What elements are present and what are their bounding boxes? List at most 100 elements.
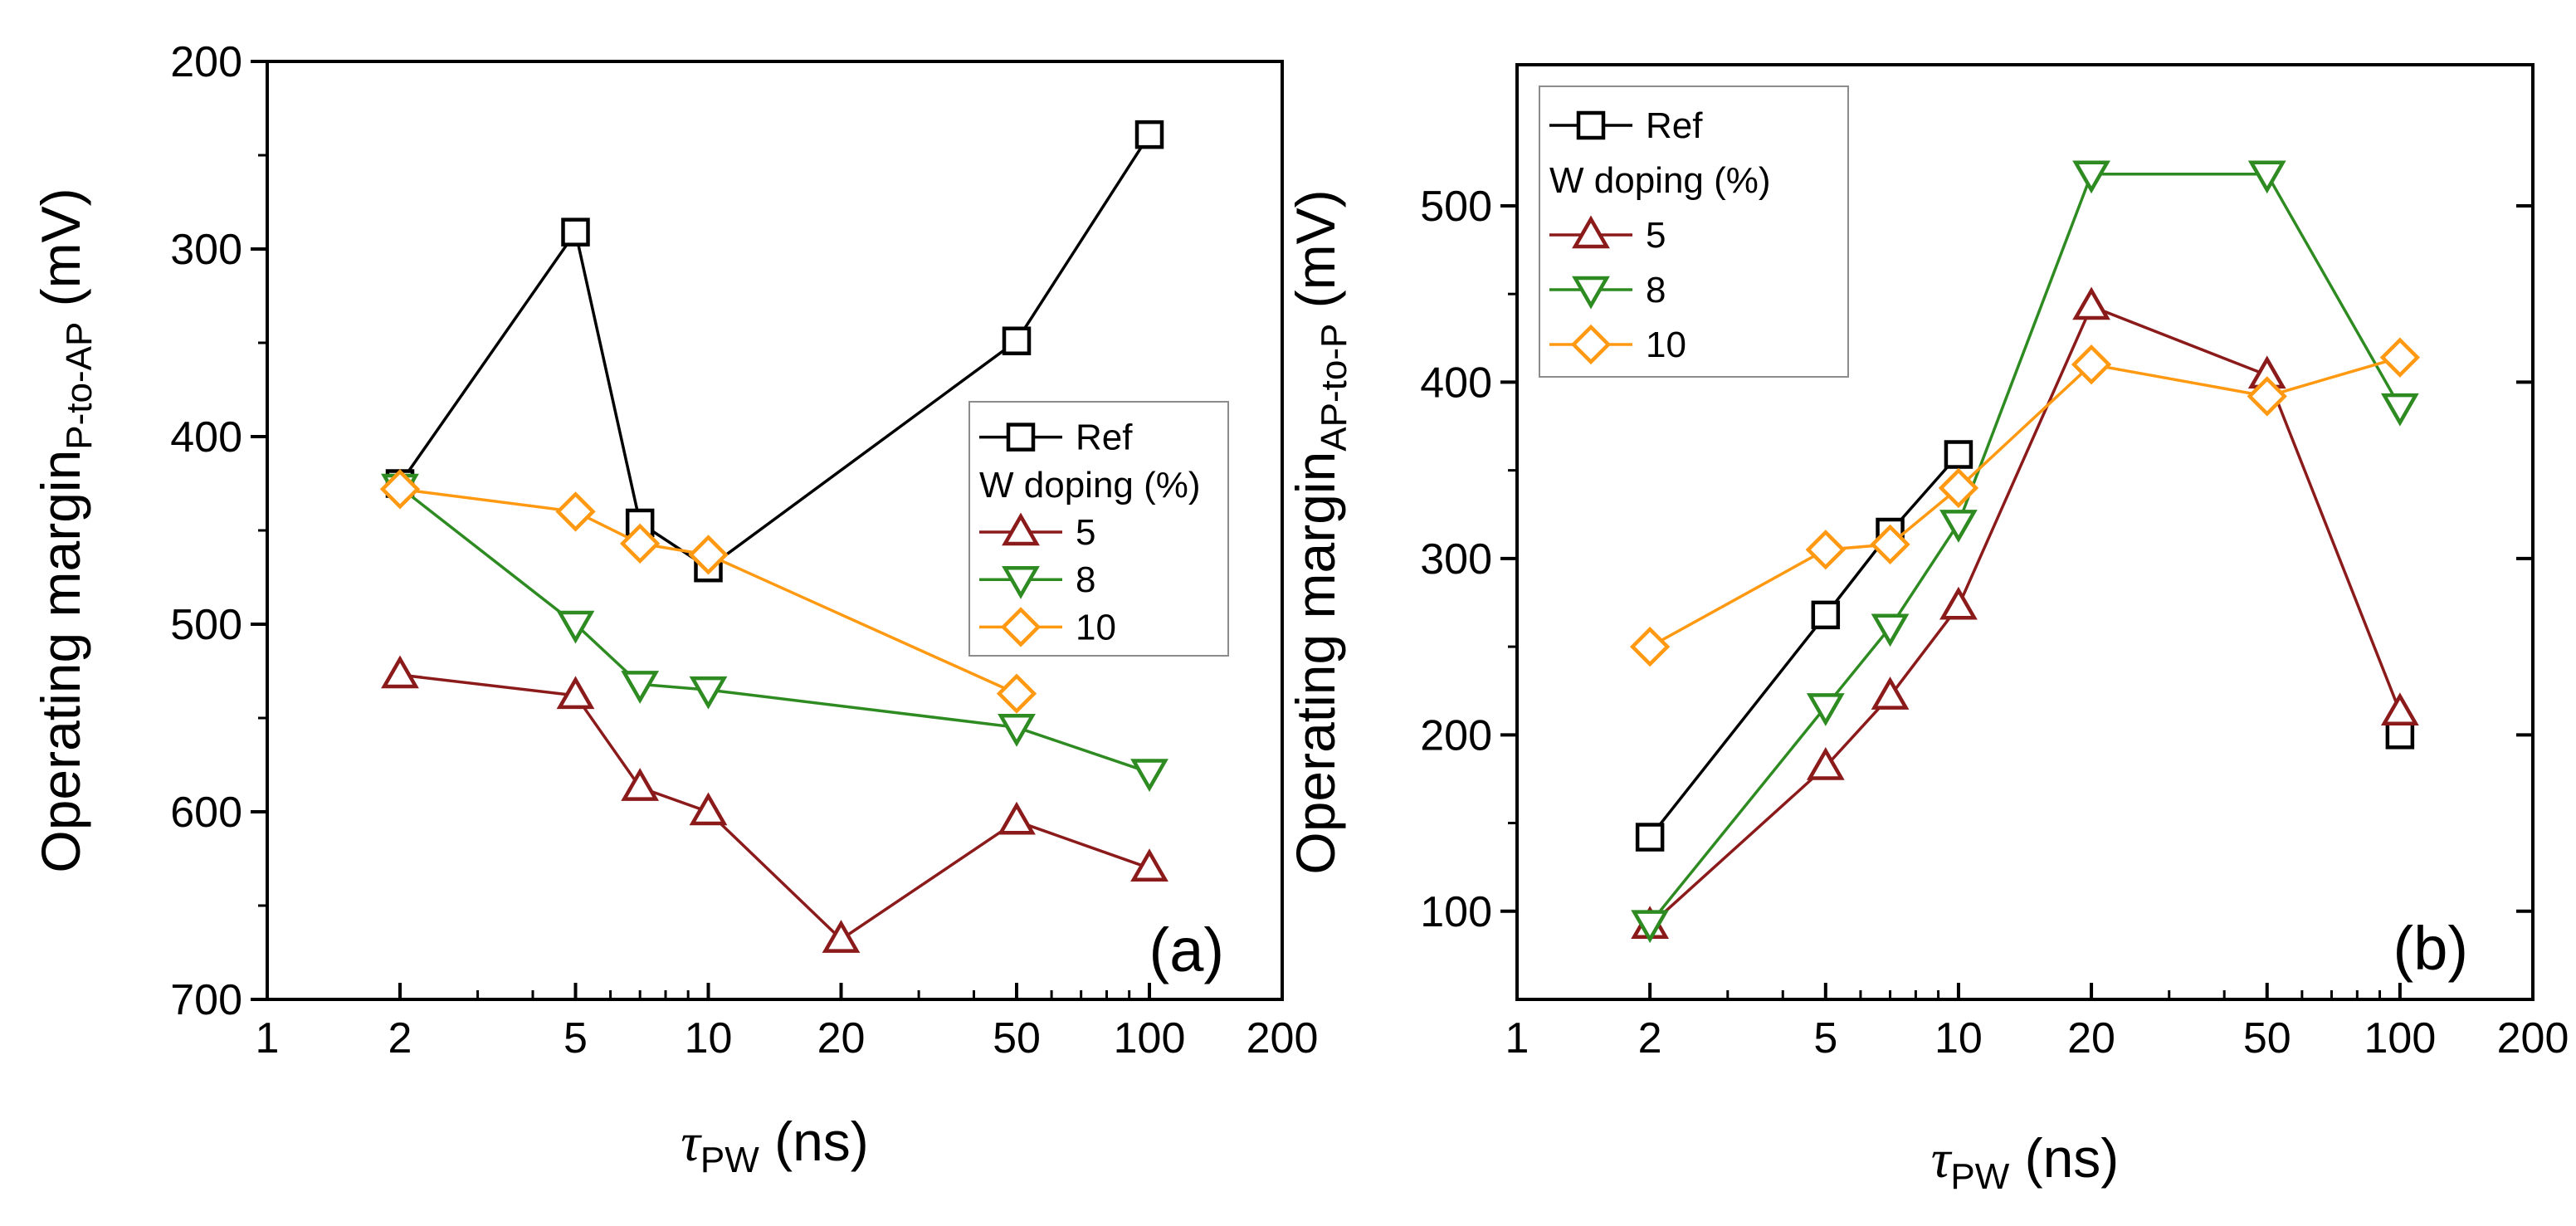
data-point (1811, 600, 1841, 630)
data-point (1635, 823, 1665, 852)
x-axis-title-symbol: τ (1931, 1129, 1953, 1189)
series-ref (1635, 440, 2415, 852)
y-tick-label: 400 (1420, 359, 1492, 407)
y-tick-label: 600 (170, 789, 242, 837)
x-axis-title-subscript: PW (700, 1140, 759, 1180)
data-point (1871, 613, 1910, 647)
x-tick-label: 2 (1638, 1014, 1662, 1062)
series-10 (379, 469, 1037, 714)
y-tick-label: 700 (170, 976, 242, 1024)
data-point (1939, 510, 1978, 543)
data-point (1806, 747, 1845, 780)
legend-label: 5 (1076, 512, 1095, 553)
data-point (2071, 344, 2112, 385)
data-point (556, 610, 595, 644)
series-10 (1629, 337, 2421, 667)
data-point (1130, 848, 1168, 882)
legend-marker (1002, 565, 1040, 599)
data-point (556, 676, 595, 710)
x-axis-title-unit: (ns) (2009, 1127, 2119, 1189)
x-tick-label: 20 (817, 1014, 866, 1062)
data-point (1805, 530, 1846, 570)
data-point (1870, 524, 1910, 565)
data-point (1631, 910, 1670, 944)
y-tick-label: 200 (1420, 711, 1492, 760)
x-tick-label: 5 (1813, 1014, 1837, 1062)
legend-marker (1570, 324, 1612, 365)
x-tick-label: 20 (2067, 1014, 2115, 1062)
data-point (1002, 326, 1032, 355)
x-axis-title: τPW (ns) (681, 1111, 869, 1180)
y-tick-label: 500 (170, 601, 242, 649)
x-tick-label: 50 (2243, 1014, 2291, 1062)
data-point (1939, 586, 1978, 620)
data-point (689, 676, 728, 710)
data-point (689, 792, 728, 826)
y-tick-label: 100 (1420, 888, 1492, 936)
legend-label: 5 (1646, 215, 1666, 256)
legend-marker (1572, 215, 1610, 249)
data-point (2072, 160, 2110, 194)
x-tick-label: 50 (993, 1014, 1041, 1062)
data-point (688, 535, 729, 575)
legend-group-title: W doping (%) (979, 465, 1201, 506)
data-point (1806, 693, 1845, 726)
data-point (1938, 467, 1979, 509)
y-axis-title-main: Operating margin (30, 450, 91, 873)
data-point (996, 673, 1037, 714)
data-point (2247, 160, 2286, 194)
series-line (398, 134, 1151, 570)
y-tick-label: 400 (170, 413, 242, 462)
x-tick-label: 100 (2364, 1014, 2436, 1062)
y-tick-label: 200 (170, 38, 242, 86)
data-point (1944, 440, 1973, 469)
panel-label: (b) (2393, 914, 2468, 983)
series-line (399, 673, 1150, 941)
legend-label: 10 (1646, 325, 1686, 365)
data-point (619, 523, 661, 564)
x-axis-title: τPW (ns) (1931, 1127, 2120, 1197)
y-axis-title-subscript: P-to-AP (59, 322, 100, 450)
legend: Ref W doping (%) 5 8 10 (968, 401, 1229, 657)
data-point (621, 671, 660, 704)
data-point (379, 469, 421, 510)
legend-label: Ref (1646, 105, 1703, 146)
data-point (822, 920, 861, 953)
x-axis-title-symbol: τ (681, 1112, 702, 1173)
data-point (998, 714, 1036, 747)
panel-a: 1 2 5 10 20 50 100 200 200 300 400 500 600 700 τPW (ns… (30, 38, 1318, 1180)
x-tick-label: 200 (1247, 1014, 1319, 1062)
x-tick-label: 5 (564, 1014, 588, 1062)
x-tick-label: 100 (1114, 1014, 1186, 1062)
series-5 (381, 655, 1168, 953)
y-tick-label: 300 (170, 226, 242, 274)
data-point (2072, 286, 2110, 320)
y-tick-label: 500 (1420, 183, 1492, 231)
data-point (621, 768, 660, 801)
data-point (381, 655, 419, 689)
legend-marker (1576, 110, 1606, 140)
data-point (1134, 120, 1164, 149)
x-tick-label: 10 (1934, 1014, 1983, 1062)
x-tick-label: 1 (1505, 1014, 1530, 1062)
data-point (561, 217, 590, 247)
series-8 (1631, 160, 2419, 944)
legend-marker (1000, 607, 1042, 647)
series-line (1648, 304, 2402, 927)
series-line (398, 486, 1150, 774)
panel-b: 1 2 5 10 20 50 100 200 100 200 300 400 500 τPW (ns) Op… (1285, 63, 2569, 1197)
x-axis-title-subscript: PW (1950, 1156, 2009, 1197)
x-tick-label: 2 (388, 1014, 412, 1062)
x-axis-title-unit: (ns) (759, 1111, 869, 1172)
legend: Ref W doping (%) 5 8 10 (1539, 85, 1849, 378)
data-point (2247, 376, 2287, 417)
data-point (2379, 337, 2421, 378)
y-axis-title: Operating marginP-to-AP (mV) (30, 188, 100, 872)
y-axis-title-unit: (mV) (30, 188, 91, 321)
y-tick-label: 300 (1420, 535, 1492, 584)
data-point (1871, 676, 1910, 710)
legend-label: 8 (1646, 270, 1666, 310)
legend-label: 10 (1076, 607, 1116, 647)
